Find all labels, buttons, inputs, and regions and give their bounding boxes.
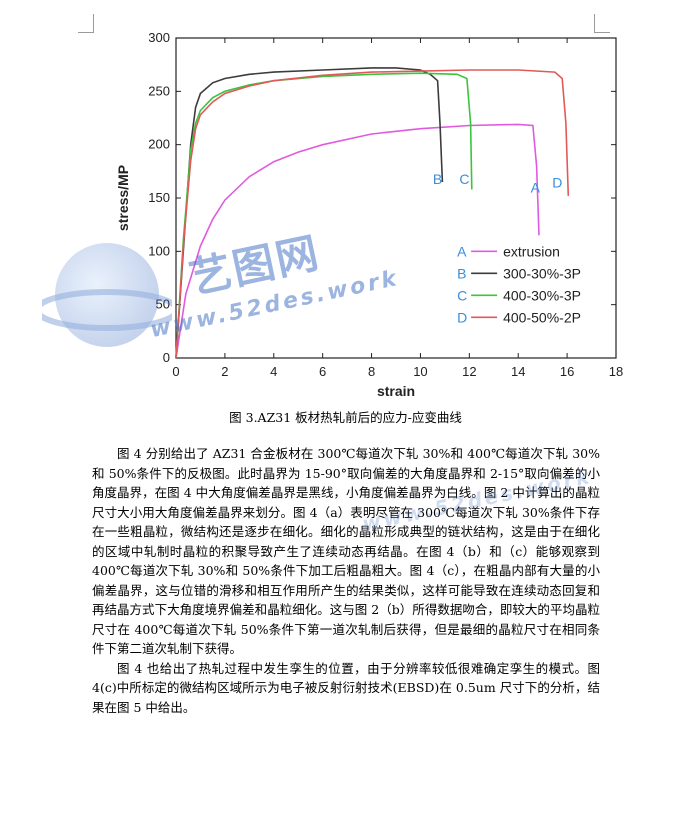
series-end-label: C xyxy=(459,171,469,187)
y-axis-title: stress/MP xyxy=(115,165,131,231)
stress-strain-chart: 0 2 4 6 8 10 12 14 16 18 0 50 100 150 200 250 300 strain s… xyxy=(100,18,640,408)
series-line-C xyxy=(175,72,473,359)
x-tick-label: 18 xyxy=(609,364,623,379)
series-end-label: D xyxy=(552,174,562,190)
y-tick-label: 150 xyxy=(148,190,170,205)
x-tick-label: 16 xyxy=(560,364,574,379)
legend-letter: B xyxy=(457,265,466,281)
chart-svg: 0 2 4 6 8 10 12 14 16 18 0 50 100 150 200 250 300 strain s… xyxy=(115,30,623,399)
body-text: 图 4 分别给出了 AZ31 合金板材在 300℃每道次下轧 30%和 400℃… xyxy=(92,444,600,717)
corner-mark-top-right xyxy=(594,14,610,33)
legend-label: 300-30%-3P xyxy=(503,265,581,281)
y-tick-label: 300 xyxy=(148,30,170,45)
x-tick-label: 10 xyxy=(413,364,427,379)
y-tick-label: 250 xyxy=(148,83,170,98)
x-tick-label: 2 xyxy=(221,364,228,379)
paragraph: 图 4 分别给出了 AZ31 合金板材在 300℃每道次下轧 30%和 400℃… xyxy=(92,446,600,656)
series-line-B xyxy=(175,67,444,359)
x-tick-label: 0 xyxy=(172,364,179,379)
corner-mark-top-left xyxy=(78,14,94,33)
legend-letter: D xyxy=(457,309,467,325)
legend-label: 400-50%-2P xyxy=(503,309,581,325)
x-tick-label: 6 xyxy=(319,364,326,379)
x-tick-label: 4 xyxy=(270,364,277,379)
x-axis-title: strain xyxy=(377,383,415,399)
series-end-label: B xyxy=(433,171,442,187)
legend-letter: C xyxy=(457,287,467,303)
series-line-D xyxy=(175,69,570,359)
x-tick-label: 12 xyxy=(462,364,476,379)
x-tick-label: 8 xyxy=(368,364,375,379)
figure-caption: 图 3.AZ31 板材热轧前后的应力-应变曲线 xyxy=(229,410,462,425)
series-end-label: A xyxy=(531,180,541,196)
series-line-A xyxy=(175,123,540,359)
y-tick-label: 200 xyxy=(148,137,170,152)
legend-letter: A xyxy=(457,243,467,259)
x-tick-label: 14 xyxy=(511,364,525,379)
y-tick-label: 100 xyxy=(148,243,170,258)
legend-label: extrusion xyxy=(503,243,560,259)
y-tick-label: 50 xyxy=(156,297,170,312)
paragraph: 图 4 也给出了热轧过程中发生孪生的位置，由于分辨率较低很难确定孪生的模式。图 … xyxy=(92,660,600,715)
legend-label: 400-30%-3P xyxy=(503,287,581,303)
y-tick-label: 0 xyxy=(163,350,170,365)
